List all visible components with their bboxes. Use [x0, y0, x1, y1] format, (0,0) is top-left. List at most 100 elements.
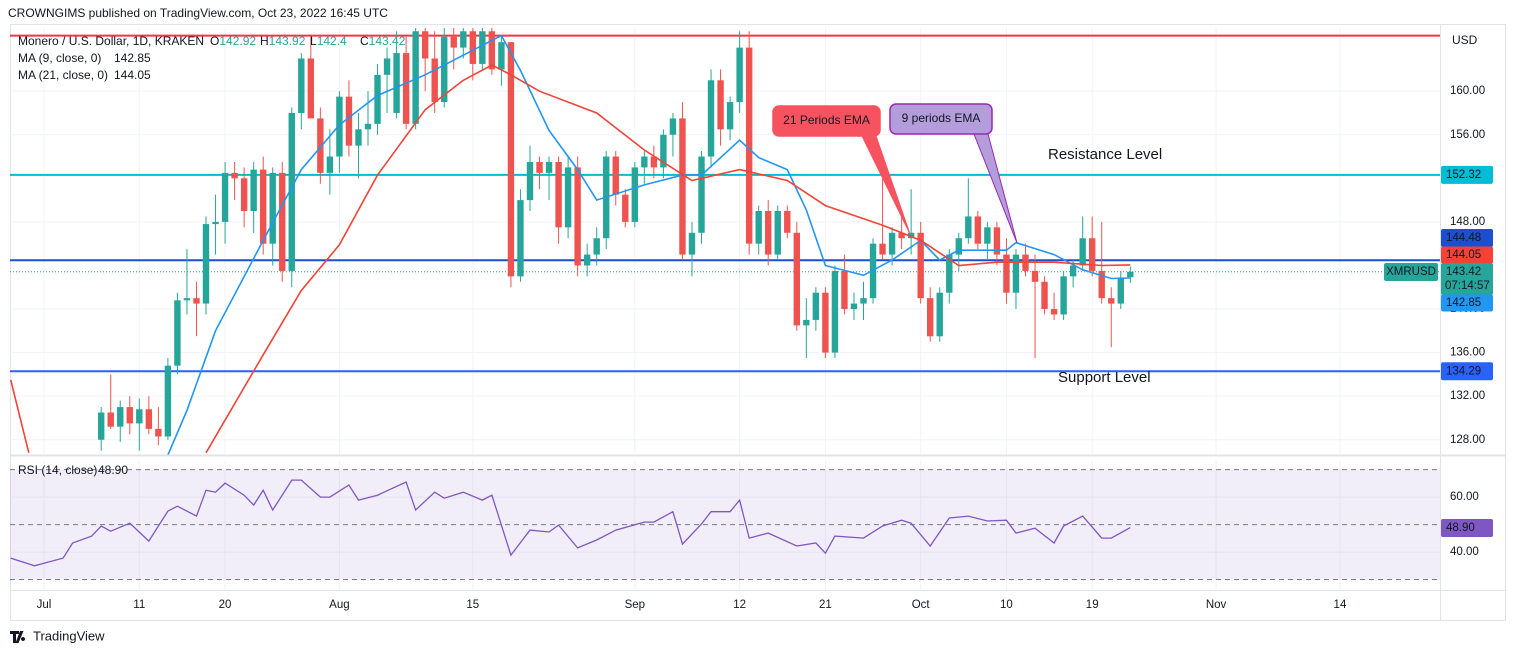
candle-body [155, 428, 162, 437]
candle-body [441, 36, 448, 103]
ma-legend-name: MA (9, close, 0) [18, 51, 101, 65]
axis-value-box [1441, 165, 1493, 184]
currency: USD [1452, 33, 1478, 47]
x-tick-label: 19 [1086, 599, 1099, 611]
candle-body [421, 31, 429, 59]
logo-mark [10, 631, 26, 643]
ohlc-key: H [260, 34, 269, 48]
frame [10, 24, 1506, 621]
candle-body [202, 224, 210, 304]
moving-average [167, 34, 1131, 455]
candle-body [479, 31, 486, 64]
candle-body [383, 58, 391, 75]
support-label: Support Level [1058, 369, 1151, 386]
candle-body [793, 232, 801, 326]
candle-body [831, 270, 839, 353]
candle-body [126, 407, 133, 424]
y-tick-label: 160.00 [1450, 85, 1485, 97]
axis-value-label: 152.32 [1446, 169, 1481, 181]
annotations: 21 Periods EMA 9 periods EMA Resistance Le… [772, 103, 1162, 386]
candle-body [860, 298, 867, 304]
candle-body [850, 303, 858, 310]
y-tick-label: 156.00 [1450, 129, 1485, 141]
candle-body [641, 156, 648, 168]
candle-body [955, 238, 962, 255]
ma-legend-value: 142.85 [114, 51, 151, 65]
symbol-label: XMRUSD [1386, 266, 1436, 278]
axis-value-box [1441, 519, 1493, 537]
rsi-line [10, 479, 1131, 567]
candle-body [526, 161, 534, 201]
candle-body [1060, 276, 1067, 315]
footer-logo: TradingView [10, 628, 105, 643]
candle-body [193, 298, 200, 304]
ohlc-legend: H143.92 [260, 34, 306, 48]
candle-body [1031, 270, 1039, 282]
candle-body [888, 232, 896, 255]
candle-body [698, 156, 705, 233]
ohlc-legend: O142.92 [210, 34, 256, 48]
callout-box [889, 103, 993, 135]
candle-body [841, 270, 848, 310]
axis-value-box [1441, 362, 1493, 381]
candle-body [117, 407, 124, 427]
candle-body [488, 31, 496, 70]
candle-body [298, 58, 305, 113]
candle-body [946, 254, 953, 293]
candle-body [259, 169, 267, 244]
ma-legend-value: 144.05 [114, 68, 151, 82]
axis-value-box [1441, 263, 1493, 295]
candle-body [402, 53, 410, 124]
candle-body [517, 200, 524, 277]
candle-body [364, 123, 372, 130]
candle-body [107, 412, 114, 427]
symbol-title: Monero / U.S. Dollar, 1D, KRAKEN [18, 34, 204, 48]
axis-value-box [1441, 294, 1493, 312]
x-tick-label: Nov [1206, 599, 1227, 611]
candle-body [269, 172, 276, 244]
axis-value-label: 142.85 [1446, 297, 1481, 309]
candle-body [412, 31, 419, 124]
candle-body [765, 211, 772, 255]
x-tick-label: 11 [133, 599, 145, 611]
axes: Jul 11 20 Aug 15 Sep 12 21 Oct 10 19 Nov 14 128.00 132… [37, 85, 1493, 611]
candle-body [755, 211, 762, 244]
callout-box [772, 105, 881, 137]
ohlc-legend: L142.4 [310, 34, 347, 48]
candle-body [803, 319, 810, 326]
candle-body [393, 53, 400, 113]
y-tick-label: 128.00 [1450, 434, 1485, 446]
rsi-legend-name: RSI (14, close) [18, 463, 97, 477]
candle-body [1088, 238, 1096, 271]
axis-value-box [1441, 246, 1493, 264]
moving-average [10, 64, 1131, 454]
candle-body [631, 167, 639, 222]
candle-body [736, 47, 743, 103]
axis-value-label: 134.29 [1446, 365, 1481, 377]
countdown: 07:14:57 [1445, 280, 1490, 292]
candle-body [1041, 281, 1048, 310]
candle-body [717, 80, 724, 130]
axis-value-label: 144.48 [1446, 232, 1481, 244]
candle-body [221, 172, 229, 222]
candle-body [460, 31, 467, 48]
rsi-legend-value: 48.90 [98, 463, 128, 477]
candle-body [745, 47, 753, 244]
candle-body [279, 172, 286, 271]
callout-text: 21 Periods EMA [783, 113, 870, 127]
ohlc-value: 142.92 [219, 34, 256, 48]
candle-body [240, 178, 248, 211]
candle-body [1117, 277, 1124, 304]
ohlc-key: O [210, 34, 219, 48]
y-tick-label: 60.00 [1450, 491, 1479, 503]
x-tick-label: 14 [1334, 599, 1347, 611]
candle-body [984, 227, 991, 244]
header: CROWNGIMS published on TradingView.com, … [8, 6, 388, 20]
ohlc-value: 143.92 [269, 34, 306, 48]
x-tick-label: Sep [625, 599, 645, 611]
candle-body [688, 232, 696, 255]
candle-body [622, 194, 629, 222]
candle-body [136, 409, 143, 424]
candle-body [774, 211, 781, 255]
candle-body [317, 118, 324, 173]
